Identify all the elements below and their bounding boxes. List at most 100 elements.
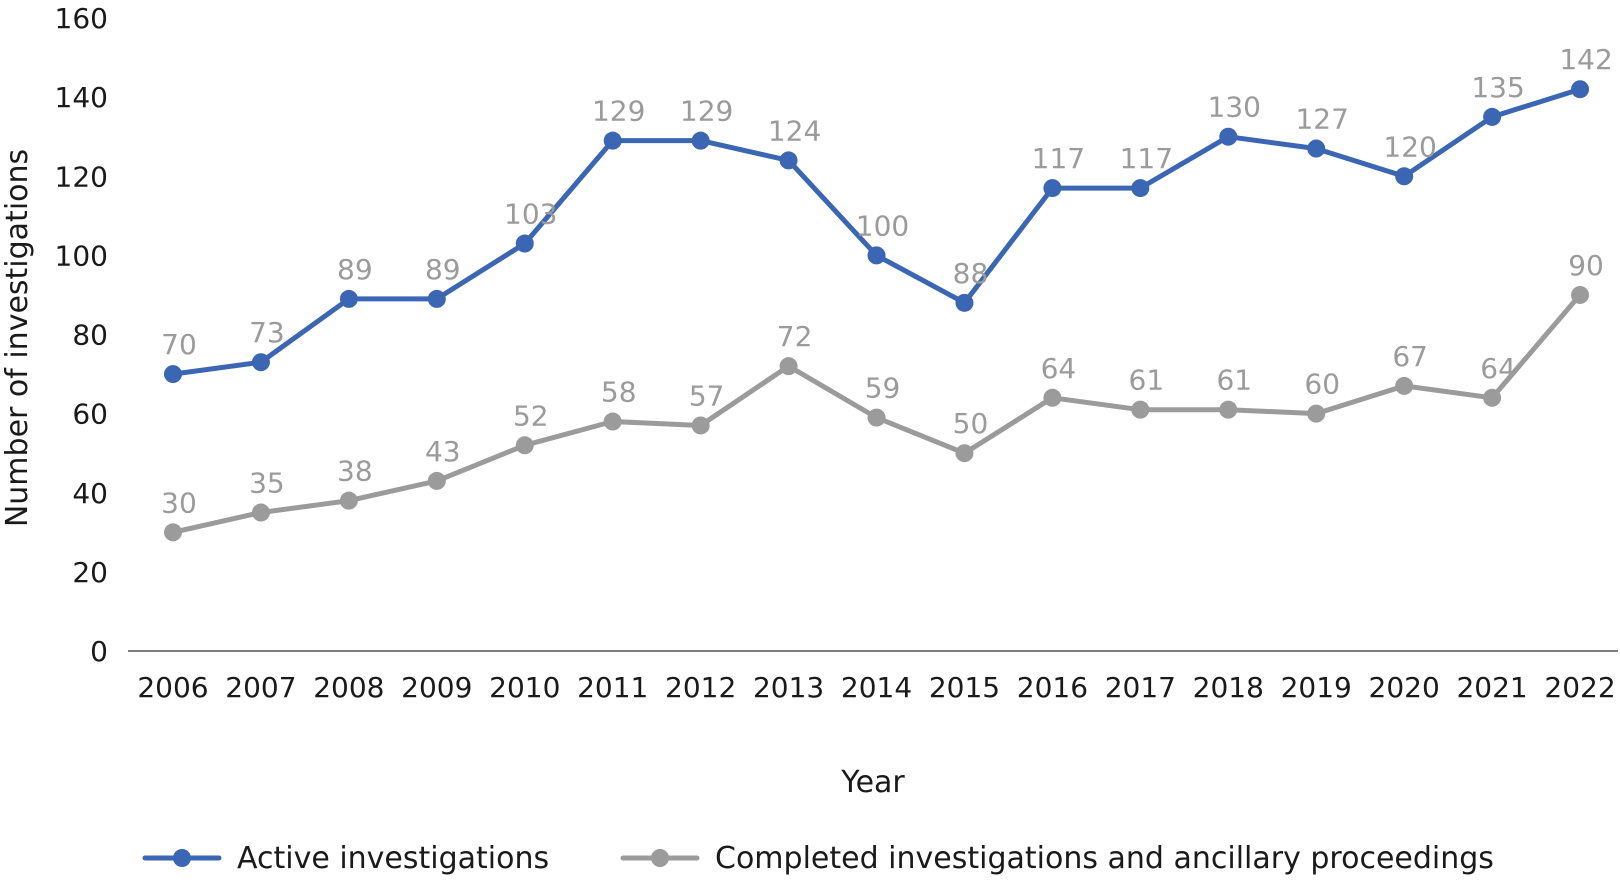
x-tick-label: 2018	[1193, 671, 1264, 704]
data-point-2	[867, 408, 886, 427]
data-point-1	[164, 365, 182, 384]
data-point-2	[251, 503, 270, 522]
x-tick-label: 2022	[1544, 671, 1615, 704]
data-point-2	[691, 416, 710, 435]
data-label-2: 64	[1480, 352, 1516, 385]
data-label-2: 90	[1568, 249, 1604, 282]
x-tick-label: 2017	[1105, 671, 1176, 704]
data-label-1: 89	[425, 253, 461, 286]
data-label-2: 35	[249, 467, 285, 500]
y-tick-label: 100	[55, 239, 108, 272]
data-point-1	[1483, 107, 1502, 126]
data-point-2	[603, 412, 622, 431]
y-tick-label: 60	[72, 398, 108, 431]
data-point-2	[1483, 388, 1502, 407]
y-tick-label: 0	[90, 635, 108, 668]
data-point-1	[691, 131, 710, 150]
data-point-1	[779, 151, 798, 170]
data-label-2: 58	[601, 376, 637, 409]
data-point-1	[603, 131, 622, 150]
data-point-1	[339, 289, 358, 308]
data-label-1: 88	[953, 257, 989, 290]
data-label-1: 89	[337, 253, 373, 286]
data-point-2	[427, 471, 446, 490]
y-axis-ticks: 0 20 40 60 80 100 120 140 160	[55, 2, 108, 668]
data-label-2: 61	[1129, 364, 1165, 397]
x-tick-label: 2021	[1456, 671, 1527, 704]
data-point-2	[1219, 400, 1238, 419]
data-point-1	[1043, 179, 1062, 198]
data-point-1	[1395, 167, 1414, 186]
y-axis-title: Number of investigations	[0, 149, 35, 527]
data-label-2: 59	[865, 372, 901, 405]
data-label-1: 103	[504, 198, 557, 231]
x-tick-label: 2007	[225, 671, 296, 704]
y-tick-label: 20	[72, 556, 108, 589]
legend-label: Completed investigations and ancillary p…	[715, 841, 1494, 876]
data-point-1	[867, 246, 886, 265]
data-point-2	[1043, 388, 1062, 407]
data-label-1: 135	[1471, 71, 1524, 104]
data-label-1: 117	[1032, 142, 1085, 175]
y-tick-label: 160	[55, 2, 108, 35]
data-label-1: 100	[856, 209, 909, 242]
data-point-1	[427, 289, 446, 308]
x-tick-label: 2015	[929, 671, 1000, 704]
data-label-2: 30	[161, 486, 197, 519]
legend-item-1: Active investigations	[142, 841, 549, 876]
y-tick-label: 80	[72, 319, 108, 352]
data-label-1: 130	[1208, 91, 1261, 124]
y-tick-label: 120	[55, 160, 108, 193]
y-tick-label: 40	[72, 477, 108, 510]
data-label-1: 127	[1295, 103, 1348, 136]
data-point-2	[339, 491, 358, 510]
x-tick-label: 2010	[489, 671, 560, 704]
data-label-1: 129	[680, 95, 733, 128]
data-point-2	[1307, 404, 1326, 423]
legend-label: Active investigations	[237, 841, 549, 876]
x-tick-label: 2012	[665, 671, 736, 704]
data-label-2: 61	[1216, 364, 1252, 397]
x-tick-label: 2008	[313, 671, 384, 704]
x-axis-ticks: 2006 2007 2008 2009 2010 2011 2012 2013 2014 2015…	[137, 671, 1615, 704]
data-label-1: 117	[1120, 142, 1173, 175]
data-point-1	[1307, 139, 1326, 158]
x-tick-label: 2009	[401, 671, 472, 704]
data-point-2	[1395, 376, 1414, 395]
legend-swatch-marker	[651, 849, 669, 867]
data-label-2: 57	[689, 379, 725, 412]
data-point-2	[955, 444, 974, 463]
data-point-2	[515, 436, 534, 455]
x-tick-label: 2016	[1017, 671, 1088, 704]
data-point-1	[1571, 80, 1590, 99]
data-point-1	[955, 293, 974, 312]
x-tick-label: 2020	[1369, 671, 1440, 704]
data-label-2: 50	[953, 407, 989, 440]
data-label-1: 70	[161, 328, 197, 361]
x-tick-label: 2014	[841, 671, 912, 704]
data-label-1: 73	[249, 316, 285, 349]
data-point-1	[251, 353, 270, 372]
x-axis-title: Year	[840, 765, 905, 800]
data-label-2: 64	[1041, 352, 1077, 385]
x-tick-label: 2019	[1281, 671, 1352, 704]
data-point-2	[164, 523, 182, 542]
data-point-1	[515, 234, 534, 253]
data-point-1	[1219, 127, 1238, 146]
data-label-2: 72	[777, 320, 813, 353]
data-label-2: 38	[337, 455, 373, 488]
data-label-1: 142	[1559, 43, 1612, 76]
series-layer	[164, 80, 1590, 542]
legend-item-2: Completed investigations and ancillary p…	[620, 841, 1494, 876]
data-labels: 70 73 89 89 103 129 129 124 100 88 117 117 130 127 120…	[161, 43, 1613, 519]
legend-swatch-marker	[173, 849, 191, 867]
x-tick-label: 2011	[577, 671, 648, 704]
data-label-1: 120	[1383, 130, 1436, 163]
data-point-2	[1571, 285, 1590, 304]
data-point-2	[1131, 400, 1150, 419]
x-tick-label: 2006	[137, 671, 208, 704]
y-tick-label: 140	[55, 81, 108, 114]
data-point-1	[1131, 179, 1150, 198]
data-point-2	[779, 357, 798, 376]
